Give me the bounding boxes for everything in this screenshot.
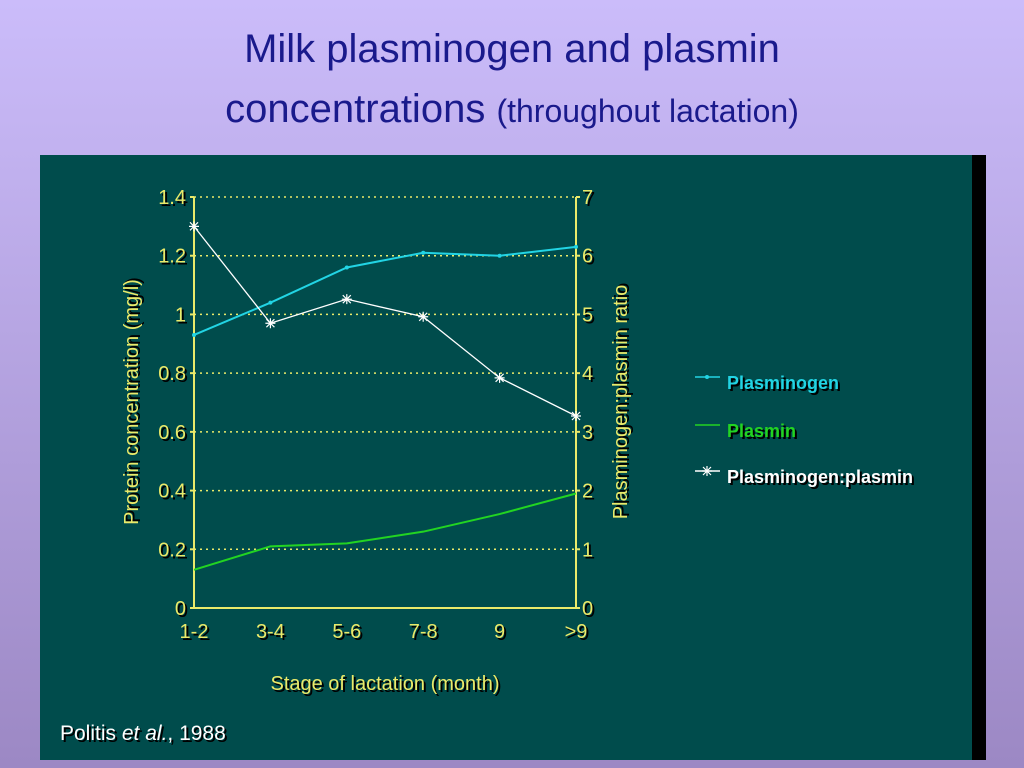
- point: [421, 250, 426, 255]
- x-tick-label: >9: [565, 621, 588, 643]
- y-tick-label: 0.8: [158, 363, 186, 385]
- y2-tick-label: 3: [582, 422, 593, 444]
- x-tick-label: 1-2: [180, 621, 209, 643]
- y2-tick-label: 1: [582, 539, 593, 561]
- y2-tick-label: 4: [582, 363, 593, 385]
- y-tick-label: 0: [175, 598, 186, 620]
- x-tick-label: 9: [494, 621, 505, 643]
- point: [265, 318, 276, 329]
- y2-tick-label: 0: [582, 598, 593, 620]
- citation-year: , 1988: [167, 722, 225, 745]
- point: [418, 311, 429, 322]
- series-line: [193, 492, 577, 571]
- title: Milk plasminogen and plasmin: [244, 27, 780, 71]
- point: [344, 265, 349, 270]
- panel-edge: [972, 155, 986, 760]
- y2-tick-label: 2: [582, 481, 593, 503]
- citation: Politis et al., 1988: [60, 722, 226, 745]
- x-tick-label: 3-4: [256, 621, 285, 643]
- x-tick-label: 7-8: [409, 621, 438, 643]
- series-line: [193, 225, 577, 417]
- y-axis-label: Protein concentration (mg/l): [121, 279, 143, 525]
- y-tick-label: 0.2: [158, 539, 186, 561]
- point: [497, 253, 502, 258]
- y2-tick-label: 5: [582, 304, 593, 326]
- citation-etal: et al.: [122, 722, 168, 745]
- title: concentrations (throughout lactation): [225, 87, 799, 131]
- point: [574, 244, 578, 249]
- legend-label: Plasmin: [727, 421, 796, 441]
- legend-marker: [702, 466, 712, 476]
- legend-label: Plasminogen:plasmin: [727, 467, 913, 487]
- y2-axis-label: Plasminogen:plasmin ratio: [610, 285, 632, 520]
- title-note: (throughout lactation): [496, 93, 798, 129]
- point: [571, 411, 581, 422]
- y-tick-label: 0.6: [158, 422, 186, 444]
- point: [189, 221, 199, 232]
- x-tick-label: 5-6: [332, 621, 361, 643]
- legend-marker: [705, 375, 709, 379]
- y-tick-label: 1: [175, 304, 186, 326]
- point: [494, 372, 505, 383]
- point: [268, 300, 273, 305]
- x-axis-label: Stage of lactation (month): [270, 673, 499, 695]
- point: [192, 332, 196, 337]
- y2-tick-label: 6: [582, 246, 593, 268]
- point: [341, 294, 352, 305]
- citation-author: Politis: [60, 722, 116, 745]
- y-tick-label: 1.2: [158, 246, 186, 268]
- y-tick-label: 1.4: [158, 187, 186, 209]
- y-tick-label: 0.4: [158, 481, 186, 503]
- title: concentrations: [225, 87, 485, 131]
- y2-tick-label: 7: [582, 187, 593, 209]
- legend-label: Plasminogen: [727, 373, 839, 393]
